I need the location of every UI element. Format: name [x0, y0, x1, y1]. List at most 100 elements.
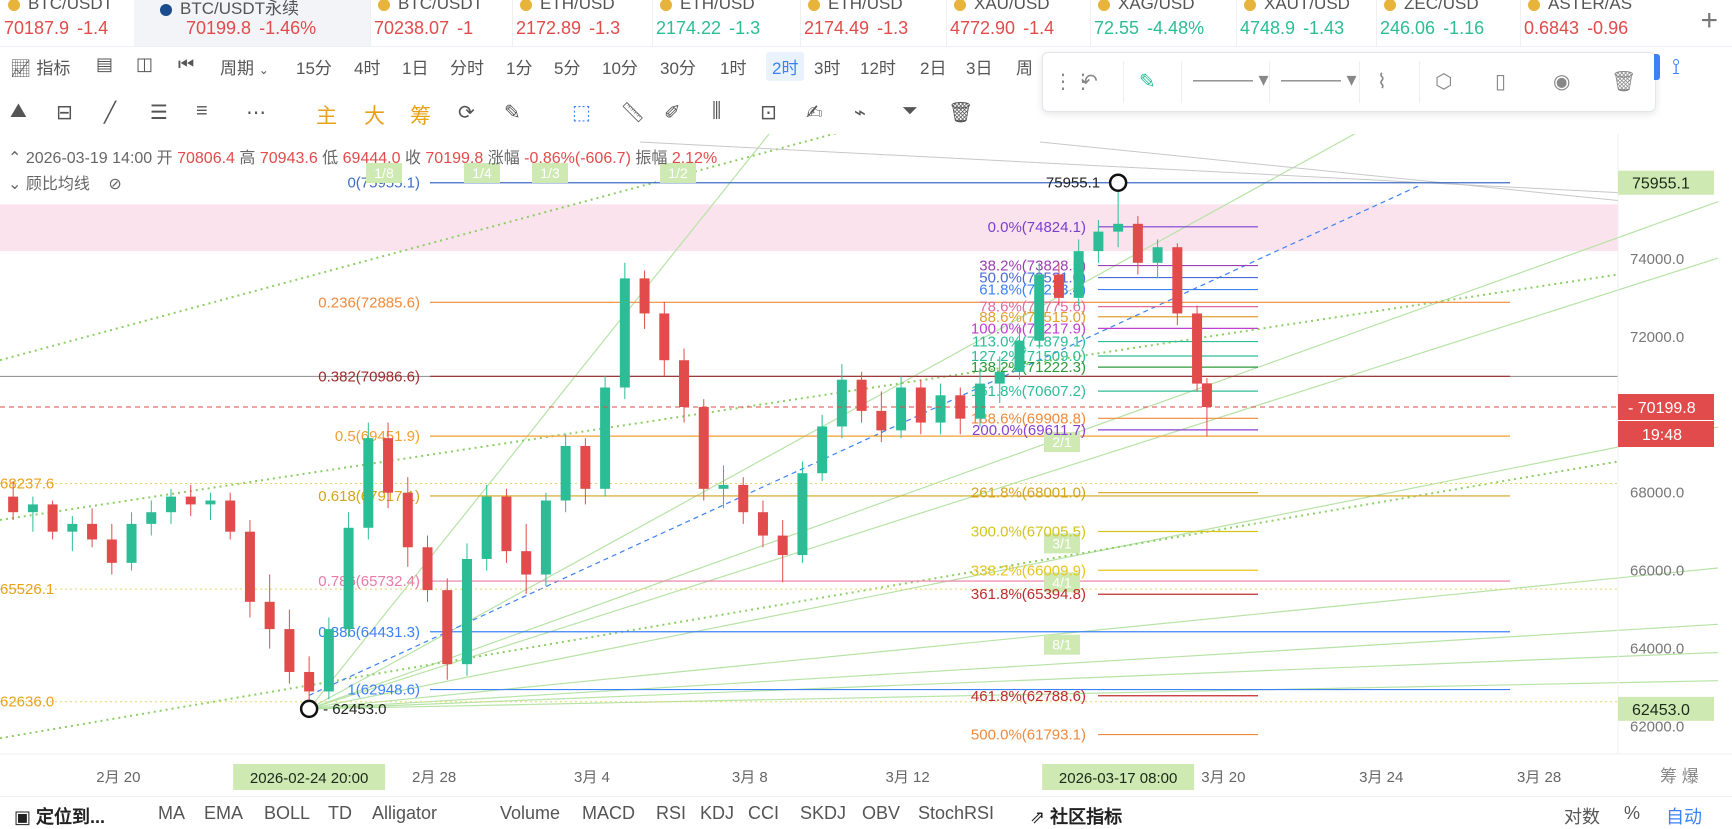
last-price-badge-bg — [1618, 393, 1714, 420]
undo-icon[interactable]: ↶ — [1081, 71, 1098, 93]
indicator-volume[interactable]: Volume — [500, 803, 561, 823]
candle-body — [639, 278, 650, 314]
period-7[interactable]: 30分 — [660, 59, 696, 78]
note-icon[interactable]: ✍ — [806, 102, 823, 124]
x-highlight-label: 2026-03-17 08:00 — [1059, 770, 1177, 787]
fib-extension-label: 200.0%(69611.7) — [972, 422, 1086, 439]
template-icon[interactable]: ▤ — [96, 54, 114, 74]
candle-body — [422, 547, 433, 591]
locate-button[interactable]: ▣ 定位到... — [14, 803, 105, 829]
more-icon[interactable]: ⋯ — [246, 102, 266, 124]
indicator-ema[interactable]: EMA — [204, 803, 244, 823]
candle-body — [876, 410, 887, 431]
auto-scale-toggle[interactable]: 自动 — [1666, 807, 1702, 827]
color-picker-icon[interactable]: ✎ — [1139, 71, 1156, 93]
period-2[interactable]: 1日 — [402, 59, 429, 78]
delete-drawing-icon[interactable]: 🗑︎ — [1611, 71, 1637, 93]
drag-handle-icon[interactable]: ⋮⋮ — [1053, 71, 1093, 93]
ticker-item[interactable]: ETH/USD 2174.49 -1.3 — [800, 0, 947, 46]
ticker-item[interactable]: ETH/USD 2172.89 -1.3 — [512, 0, 653, 46]
indicator-ma[interactable]: MA — [158, 803, 185, 823]
indicator-stochrsi[interactable]: StochRSI — [918, 803, 995, 823]
hide-indicator-icon[interactable]: ⊘ — [108, 176, 122, 193]
lock-icon[interactable]: ⊡ — [760, 102, 777, 124]
ticker-item[interactable]: XAG/USD 72.55 -4.48% — [1090, 0, 1237, 46]
collapse-indicator-icon[interactable]: ⌄ — [8, 176, 22, 193]
ticker-item[interactable]: XAU/USD 4772.90 -1.4 — [946, 0, 1091, 46]
main-indicator-button[interactable]: 主 — [316, 105, 337, 128]
bookmark-icon[interactable]: ⬚ — [572, 102, 591, 124]
trendline-icon[interactable]: ╱ — [104, 102, 117, 124]
ticker-price: 70238.07 — [374, 18, 450, 38]
magnet-icon[interactable]: ⌁ — [854, 102, 867, 124]
horizontal-lines-icon[interactable]: ≡ — [196, 100, 208, 122]
lock-drawing-icon[interactable]: ▯ — [1495, 71, 1507, 93]
candle-body — [461, 558, 472, 665]
log-scale-toggle[interactable]: 对数 — [1564, 807, 1600, 827]
candles-icon[interactable]: ⫼ — [712, 100, 722, 122]
price-chart[interactable]: 68237.665526.162636.00(75955.1)0.236(728… — [0, 134, 1732, 796]
ticker-item[interactable]: BTC/USDT永续 70199.8 -1.46% — [134, 0, 371, 46]
ticker-item[interactable]: ASTER/AS 0.6843 -0.96 — [1520, 0, 1732, 46]
period-8[interactable]: 1时 — [720, 59, 747, 78]
fib-retracement-label: 0.382(70986.6) — [318, 368, 420, 385]
ticker-item[interactable]: ZEC/USD 246.06 -1.16 — [1376, 0, 1521, 46]
indicator-skdj[interactable]: SKDJ — [800, 803, 847, 823]
visibility-icon[interactable]: ◉ — [1553, 71, 1571, 93]
period-9[interactable]: 2时 — [766, 52, 805, 81]
chips-button[interactable]: 筹 — [410, 105, 431, 128]
trash-icon[interactable]: 🗑︎ — [948, 102, 974, 124]
period-3[interactable]: 分时 — [450, 59, 484, 78]
fan-line — [309, 567, 1719, 710]
line-style-select[interactable]: ——— ▾ — [1281, 69, 1357, 91]
ticker-item[interactable]: BTC/USDT 70238.07 -1 — [370, 0, 513, 46]
collapse-icon[interactable]: ⌃ — [8, 150, 22, 167]
community-indicators-button[interactable]: ⇗ 社区指标 — [1030, 803, 1122, 829]
big-order-button[interactable]: 大 — [364, 105, 385, 128]
indicator-cci[interactable]: CCI — [748, 803, 779, 823]
parallel-lines-icon[interactable]: ☰ — [150, 102, 168, 124]
candle-body — [757, 512, 768, 536]
indicator-rsi[interactable]: RSI — [656, 803, 687, 823]
period-14[interactable]: 周 — [1016, 59, 1033, 78]
settings-icon[interactable]: ⬡ — [1435, 71, 1453, 93]
drawing-mode-icon[interactable]: ⛰ — [10, 100, 27, 122]
change-label: 涨幅 — [487, 150, 520, 167]
candle-body — [264, 601, 275, 630]
ticker-item[interactable]: XAUT/USD 4748.9 -1.43 — [1236, 0, 1377, 46]
ticker-item[interactable]: ETH/USD 2174.22 -1.3 — [652, 0, 801, 46]
period-1[interactable]: 4时 — [354, 59, 381, 78]
period-10[interactable]: 3时 — [814, 59, 841, 78]
period-dropdown[interactable]: 周期 ⌄ — [220, 54, 269, 79]
indicator-obv[interactable]: OBV — [862, 803, 901, 823]
period-0[interactable]: 15分 — [296, 59, 332, 78]
line-width-select[interactable]: ——— ▾ — [1193, 69, 1269, 91]
indicator-boll[interactable]: BOLL — [264, 803, 311, 823]
indicator-alligator[interactable]: Alligator — [372, 803, 438, 823]
indicator-button[interactable]: 📈︎ 指标 — [10, 54, 70, 79]
layout-icon[interactable]: ◫ — [136, 54, 154, 74]
ruler-icon[interactable]: 📏︎ — [620, 102, 646, 124]
pen-icon[interactable]: ✐ — [664, 102, 681, 124]
text-style-icon[interactable]: ⌇ — [1377, 71, 1387, 93]
indicator-macd[interactable]: MACD — [582, 803, 635, 823]
period-12[interactable]: 2日 — [920, 59, 947, 78]
indicator-kdj[interactable]: KDJ — [700, 803, 735, 823]
add-ticker-icon[interactable]: + — [1700, 4, 1718, 37]
share-icon[interactable]: ⟟ — [1672, 54, 1681, 79]
period-4[interactable]: 1分 — [506, 59, 533, 78]
period-13[interactable]: 3日 — [966, 59, 993, 78]
period-5[interactable]: 5分 — [554, 59, 581, 78]
measure-icon[interactable]: ⊟ — [56, 102, 73, 124]
cursor-icon[interactable]: ✎ — [504, 102, 521, 124]
sync-icon[interactable]: ⟳ — [458, 102, 475, 124]
period-6[interactable]: 10分 — [602, 59, 638, 78]
filter-icon[interactable]: ⏷ — [902, 100, 918, 122]
period-11[interactable]: 12时 — [860, 59, 896, 78]
replay-icon[interactable]: ⏮ — [178, 54, 195, 74]
ticker-item[interactable]: BTC/USDT 70187.9 -1.4 — [0, 0, 135, 46]
percent-scale-toggle[interactable]: % — [1624, 803, 1641, 823]
candle-body — [166, 496, 177, 513]
indicator-td[interactable]: TD — [328, 803, 352, 823]
candle-body — [363, 438, 374, 528]
